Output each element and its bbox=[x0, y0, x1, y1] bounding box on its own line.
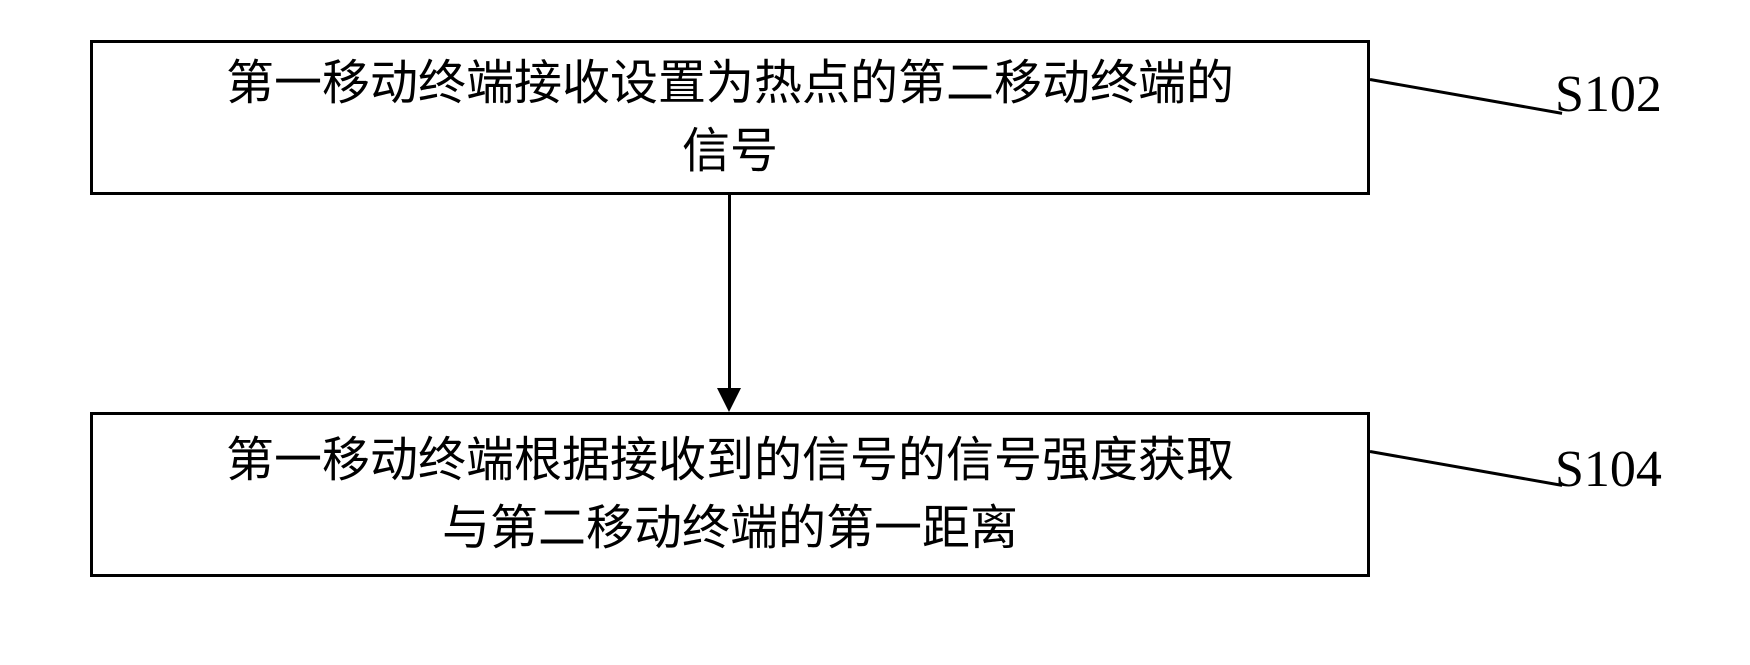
flow-arrow-1 bbox=[728, 195, 731, 390]
flow-arrow-1-head bbox=[717, 388, 741, 412]
label-connector-1 bbox=[1370, 78, 1563, 115]
flow-step-1-text: 第一移动终端接收设置为热点的第二移动终端的信号 bbox=[226, 50, 1234, 184]
flowchart-container: 第一移动终端接收设置为热点的第二移动终端的信号 S102 第一移动终端根据接收到… bbox=[0, 0, 1750, 665]
flow-step-2: 第一移动终端根据接收到的信号的信号强度获取与第二移动终端的第一距离 bbox=[90, 412, 1370, 577]
flow-step-1: 第一移动终端接收设置为热点的第二移动终端的信号 bbox=[90, 40, 1370, 195]
step-label-1: S102 bbox=[1555, 65, 1662, 124]
step-label-2: S104 bbox=[1555, 440, 1662, 499]
flow-step-2-text: 第一移动终端根据接收到的信号的信号强度获取与第二移动终端的第一距离 bbox=[226, 427, 1234, 561]
label-connector-2 bbox=[1370, 450, 1563, 487]
